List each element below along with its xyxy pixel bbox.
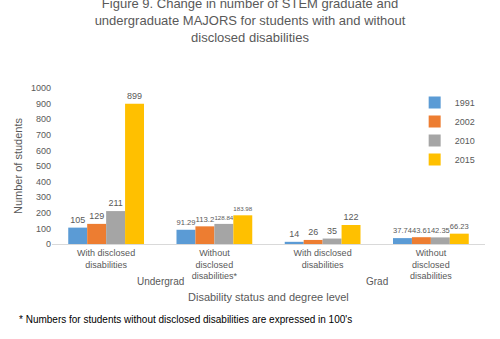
svg-text:1991: 1991 xyxy=(455,98,475,108)
svg-text:211: 211 xyxy=(108,198,122,208)
svg-text:Withoutdiscloseddisabilities*: Withoutdiscloseddisabilities* xyxy=(192,248,238,281)
svg-text:300: 300 xyxy=(36,192,51,202)
svg-text:122: 122 xyxy=(344,212,359,222)
svg-text:14: 14 xyxy=(289,229,299,239)
svg-text:100: 100 xyxy=(36,224,51,234)
svg-text:26: 26 xyxy=(308,227,318,237)
svg-text:2015: 2015 xyxy=(455,155,475,165)
svg-text:0: 0 xyxy=(46,239,51,249)
svg-text:113.2: 113.2 xyxy=(195,215,214,224)
svg-text:899: 899 xyxy=(127,91,142,101)
svg-text:129: 129 xyxy=(89,211,104,221)
svg-text:91.29: 91.29 xyxy=(177,218,196,227)
svg-text:500: 500 xyxy=(36,161,51,171)
svg-text:2010: 2010 xyxy=(455,136,475,146)
svg-text:Number of students: Number of students xyxy=(12,118,24,214)
svg-text:2002: 2002 xyxy=(455,117,475,127)
svg-text:Undergrad: Undergrad xyxy=(137,276,184,287)
svg-text:43.61: 43.61 xyxy=(412,226,431,235)
svg-text:42.35: 42.35 xyxy=(431,226,450,235)
svg-text:66.23: 66.23 xyxy=(450,222,469,231)
svg-text:Disability status and degree l: Disability status and degree level xyxy=(188,291,349,303)
svg-text:Withoutdiscloseddisabilities: Withoutdiscloseddisabilities xyxy=(410,248,452,281)
svg-text:700: 700 xyxy=(36,130,51,140)
svg-text:200: 200 xyxy=(36,208,51,218)
svg-text:400: 400 xyxy=(36,177,51,187)
svg-text:35: 35 xyxy=(327,226,337,236)
svg-text:Grad: Grad xyxy=(366,276,388,287)
svg-text:With discloseddisabilities: With discloseddisabilities xyxy=(77,248,135,270)
svg-text:183.98: 183.98 xyxy=(233,205,252,212)
svg-text:37.74: 37.74 xyxy=(393,226,412,235)
svg-text:With discloseddisabilities: With discloseddisabilities xyxy=(294,248,352,270)
svg-text:105: 105 xyxy=(70,215,85,225)
svg-text:1000: 1000 xyxy=(31,83,51,93)
svg-text:800: 800 xyxy=(36,114,51,124)
svg-text:Figure 9. Change in number of: Figure 9. Change in number of STEM gradu… xyxy=(95,0,406,45)
svg-text:900: 900 xyxy=(36,99,51,109)
svg-text:128.84: 128.84 xyxy=(214,214,233,221)
svg-text:600: 600 xyxy=(36,146,51,156)
svg-text:* Numbers for students without: * Numbers for students without disclosed… xyxy=(19,314,352,325)
